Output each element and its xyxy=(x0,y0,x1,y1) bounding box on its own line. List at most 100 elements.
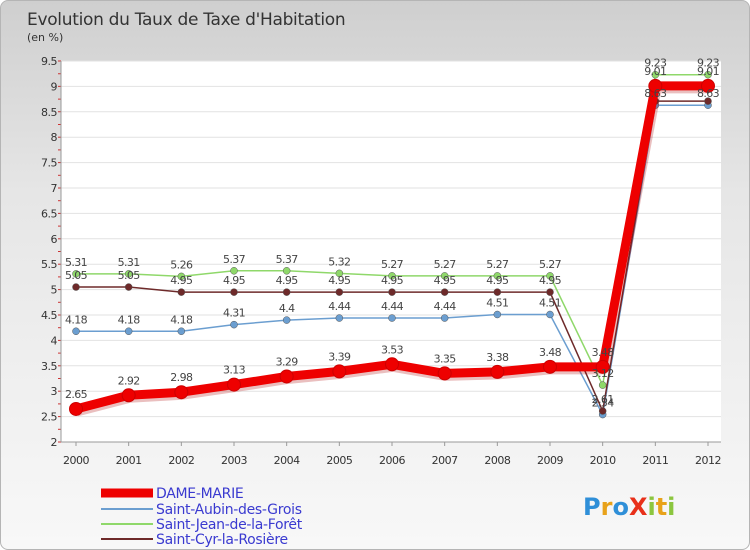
data-label: 4.95 xyxy=(328,274,351,287)
data-label: 3.48 xyxy=(539,346,562,359)
data-point xyxy=(121,388,136,403)
data-label: 9.23 xyxy=(644,57,667,70)
data-point xyxy=(227,377,241,392)
y-tick-label: 5 xyxy=(51,284,58,297)
data-label: 2.98 xyxy=(170,371,193,384)
data-label: 2.65 xyxy=(65,388,88,401)
axes: 2 2.5 3 3.5 4 4.5 5 5.5 6 6.5 7 7.5 8 8.5 9 9.5 2000 2001… xyxy=(41,55,722,467)
data-label: 4.4 xyxy=(279,302,295,315)
data-point xyxy=(72,327,80,336)
data-label: 4.44 xyxy=(381,300,404,313)
x-tick-label: 2000 xyxy=(63,454,89,467)
y-tick-label: 6.5 xyxy=(41,207,57,220)
data-label: 5.05 xyxy=(118,269,141,282)
data-label: 5.27 xyxy=(381,258,404,271)
data-point xyxy=(177,288,186,296)
data-point xyxy=(598,381,607,389)
data-point xyxy=(440,314,449,322)
data-labels: 4.18 4.18 4.18 4.31 4.4 4.44 4.44 4.44 4.51 4.51 2… xyxy=(65,57,720,410)
data-point xyxy=(282,267,291,275)
data-label: 4.95 xyxy=(381,274,404,287)
data-point xyxy=(230,267,238,275)
data-point xyxy=(493,288,502,296)
y-tick-label: 9.5 xyxy=(41,55,57,68)
x-tick-label: 2001 xyxy=(116,454,142,467)
data-label: 4.95 xyxy=(170,274,193,287)
data-label: 5.31 xyxy=(65,256,87,269)
data-point xyxy=(595,359,610,374)
data-label: 8.63 xyxy=(697,87,720,100)
x-tick-label: 2012 xyxy=(695,454,721,467)
data-point xyxy=(546,310,554,319)
data-point xyxy=(177,327,186,336)
series xyxy=(69,70,715,419)
data-point xyxy=(282,288,291,296)
x-tick-label: 2006 xyxy=(379,454,405,467)
data-label: 4.95 xyxy=(486,274,509,287)
data-label: 3.12 xyxy=(592,367,614,380)
data-point xyxy=(440,272,449,280)
logo-text: ProXiti xyxy=(583,493,675,521)
legend-label: Saint-Jean-de-la-Forêt xyxy=(156,517,303,533)
data-label: 5.37 xyxy=(223,253,246,266)
x-tick-label: 2007 xyxy=(432,454,458,467)
y-tick-label: 5.5 xyxy=(41,258,57,271)
data-point xyxy=(124,327,133,336)
data-label: 2.54 xyxy=(592,397,615,410)
chart-subtitle: (en %) xyxy=(27,31,63,44)
data-label: 4.44 xyxy=(434,300,457,313)
data-point xyxy=(335,288,344,296)
data-label: 3.48 xyxy=(592,346,615,359)
data-label: 5.37 xyxy=(276,253,299,266)
legend-label: Saint-Aubin-des-Grois xyxy=(156,502,302,518)
x-tick-label: 2004 xyxy=(274,454,300,467)
data-point xyxy=(69,401,83,416)
data-point xyxy=(543,359,557,374)
data-point xyxy=(704,70,712,79)
data-point xyxy=(651,70,660,79)
data-label: 3.29 xyxy=(276,355,299,368)
data-label: 3.35 xyxy=(434,352,457,365)
data-point xyxy=(388,314,396,322)
data-point xyxy=(546,272,554,280)
data-point xyxy=(174,385,189,400)
data-point xyxy=(72,270,80,278)
legend-label: Saint-Cyr-la-Rosière xyxy=(156,532,288,548)
legend: DAME-MARIESaint-Aubin-des-GroisSaint-Jea… xyxy=(101,486,303,548)
data-point xyxy=(335,314,344,322)
data-label: 4.95 xyxy=(223,274,246,287)
proxiti-logo: ProXiti xyxy=(583,493,675,521)
y-tick-label: 7.5 xyxy=(41,157,57,170)
y-tick-label: 3 xyxy=(51,385,58,398)
x-tick-label: 2003 xyxy=(221,454,247,467)
y-tick-label: 9 xyxy=(51,80,58,93)
y-tick-label: 2.5 xyxy=(41,411,57,424)
y-tick-label: 4 xyxy=(51,334,58,347)
data-label: 2.61 xyxy=(592,393,614,406)
data-label: 4.18 xyxy=(118,313,141,326)
data-label: 4.51 xyxy=(539,296,561,309)
data-label: 5.05 xyxy=(65,269,88,282)
data-point xyxy=(440,288,449,296)
y-tick-label: 6 xyxy=(51,233,58,246)
data-point xyxy=(124,270,133,278)
x-tick-label: 2008 xyxy=(484,454,510,467)
data-label: 5.32 xyxy=(328,255,350,268)
data-point xyxy=(385,357,399,372)
x-tick-label: 2005 xyxy=(326,454,352,467)
data-point xyxy=(335,269,344,278)
y-tick-label: 4.5 xyxy=(41,309,57,322)
data-label: 2.92 xyxy=(118,374,140,387)
data-label: 3.38 xyxy=(486,351,509,364)
data-label: 5.31 xyxy=(118,256,140,269)
data-point xyxy=(388,288,396,296)
data-point xyxy=(388,272,396,280)
data-label: 9.01 xyxy=(644,65,666,78)
x-tick-label: 2011 xyxy=(642,454,668,467)
data-point xyxy=(493,272,502,280)
grid xyxy=(61,60,721,443)
data-label: 4.31 xyxy=(223,307,245,320)
data-point xyxy=(493,310,502,319)
